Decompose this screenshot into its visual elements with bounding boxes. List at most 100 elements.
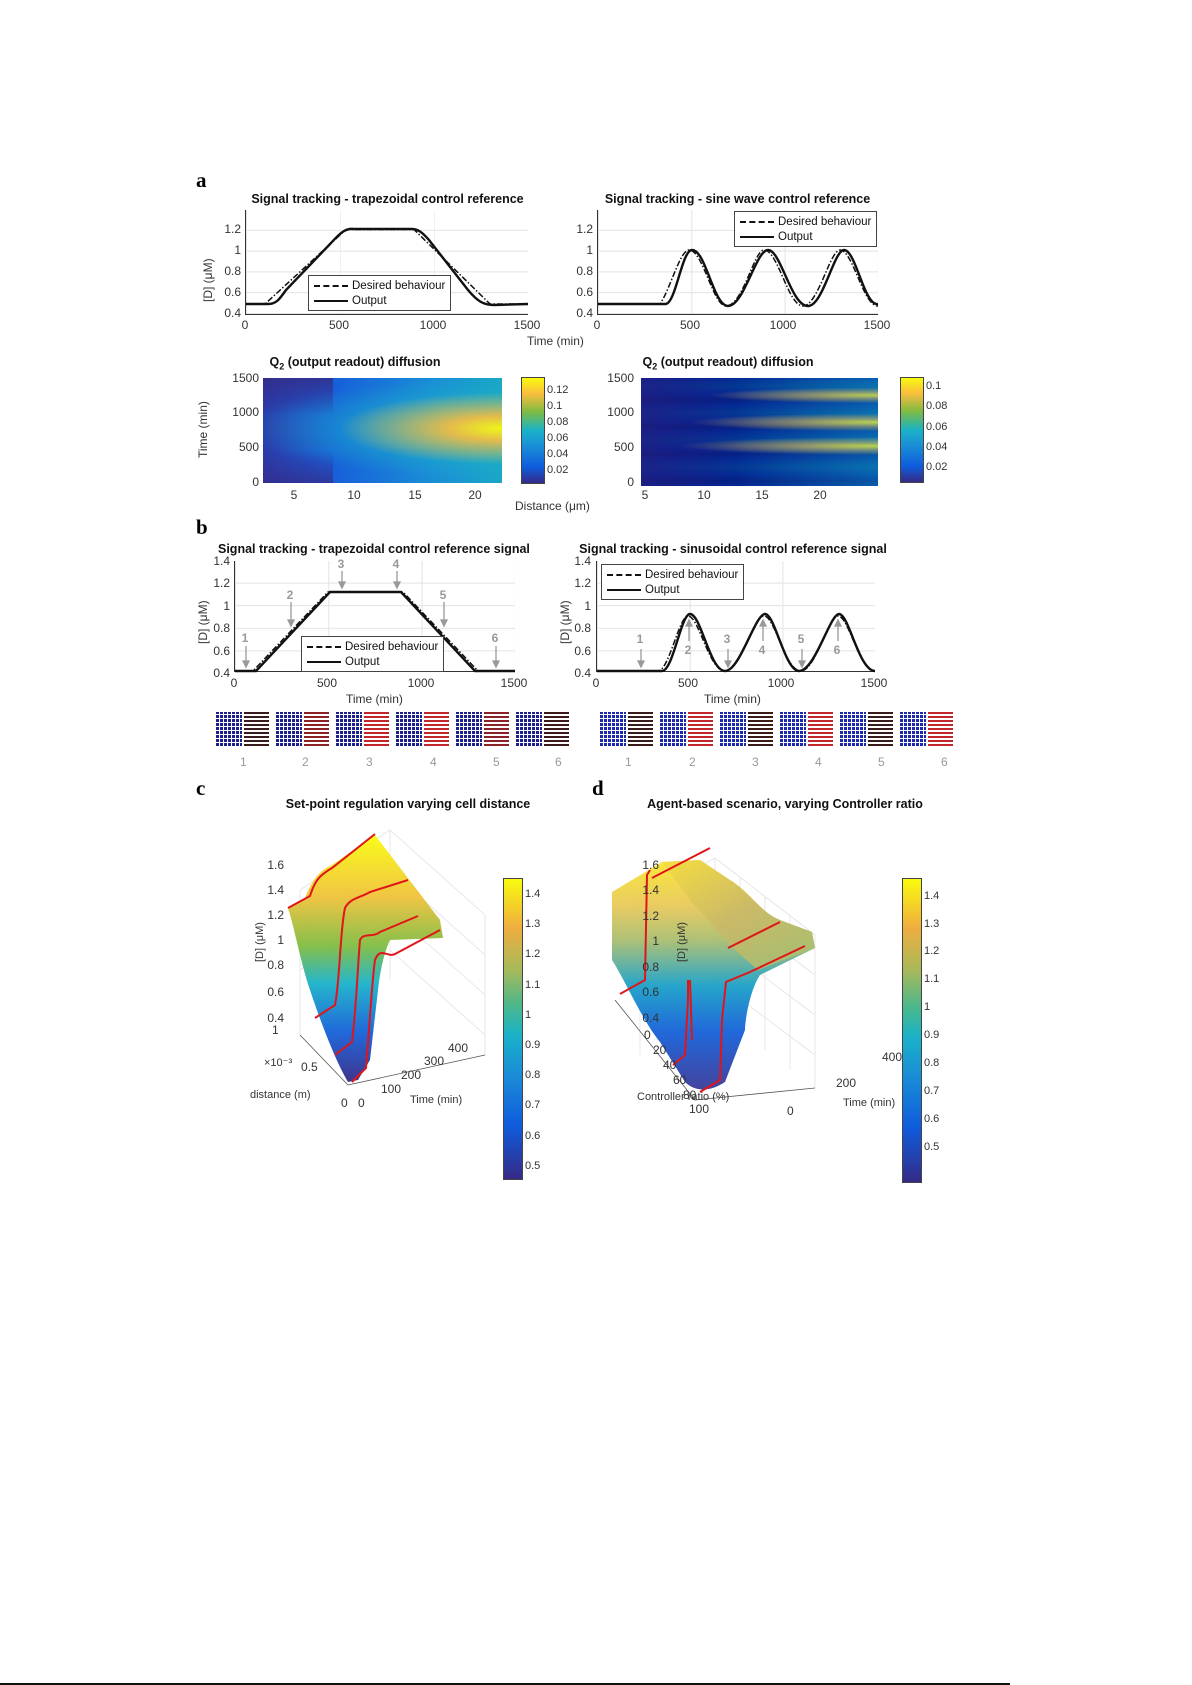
x-tick: 1500 <box>860 676 888 690</box>
y-tick: 0.4 <box>574 666 591 680</box>
x-tick: 0 <box>593 318 601 332</box>
controller-cells <box>216 712 242 746</box>
legend: Desired behaviour Output <box>734 211 878 247</box>
y-tick: 0.8 <box>213 621 230 635</box>
plot-area: Desired behaviour Output <box>234 561 515 673</box>
y-tick: 1 <box>272 1023 279 1037</box>
surface-3d <box>287 829 486 1086</box>
x-axis-label: Time (min) <box>346 692 403 706</box>
z-tick: 0.8 <box>267 958 284 972</box>
legend-label: Desired behaviour <box>778 215 872 228</box>
chart-title: Signal tracking - trapezoidal control re… <box>218 542 530 556</box>
x-tick: 500 <box>679 318 701 332</box>
plot-area: Desired behaviour Output <box>596 561 876 673</box>
y-tick: 0.6 <box>224 285 241 299</box>
time-marker: 5 <box>797 632 805 646</box>
y-tick: 1.2 <box>574 576 591 590</box>
controller-cells <box>900 712 926 746</box>
time-marker: 1 <box>241 631 249 645</box>
y-tick: 40 <box>663 1058 677 1072</box>
colorbar <box>521 377 545 484</box>
z-tick: 1.2 <box>267 908 284 922</box>
axis-exponent: ×10⁻³ <box>264 1057 293 1069</box>
x-tick: 5 <box>290 488 298 502</box>
time-marker: 1 <box>636 632 644 646</box>
colorbar-tick: 1.4 <box>924 890 940 902</box>
target-cells <box>303 712 329 746</box>
x-axis-label: Distance (μm) <box>515 499 590 513</box>
x-tick: 0 <box>230 676 238 690</box>
colorbar-tick: 0.6 <box>924 1113 940 1125</box>
page-bottom-rule <box>0 1683 1010 1685</box>
snapshot-6 <box>516 712 571 748</box>
snapshot-4 <box>780 712 835 748</box>
heatmap-shading <box>263 378 333 483</box>
y-tick: 1.2 <box>576 222 593 236</box>
z-tick: 1 <box>652 934 659 948</box>
controller-cells <box>600 712 626 746</box>
panel-letter-d: d <box>592 776 604 800</box>
solid-line-icon <box>607 588 641 591</box>
dash-dot-line-icon <box>314 284 348 287</box>
colorbar-tick: 0.04 <box>547 448 569 460</box>
legend: Desired behaviour Output <box>308 275 452 311</box>
x-axis-label: Time (min) <box>410 1094 463 1106</box>
colorbar-tick: 1 <box>924 1001 931 1013</box>
solid-line-icon <box>314 299 348 302</box>
y-tick: 0 <box>627 475 634 489</box>
colorbar-tick: 0.02 <box>547 464 569 476</box>
chart-title: Set-point regulation varying cell distan… <box>285 797 531 811</box>
dash-dot-line-icon <box>740 220 774 223</box>
z-tick: 1 <box>277 933 284 947</box>
z-tick: 0.6 <box>267 985 284 999</box>
y-tick: 20 <box>653 1043 667 1057</box>
y-tick: 0.4 <box>213 666 230 680</box>
legend-label: Desired behaviour <box>645 568 739 581</box>
z-tick: 1.2 <box>642 909 659 923</box>
y-tick: 0 <box>644 1028 651 1042</box>
colorbar-tick: 0.06 <box>547 432 569 444</box>
z-tick: 0.4 <box>267 1011 284 1025</box>
y-tick: 1.4 <box>574 554 591 568</box>
snapshot-label: 1 <box>240 755 247 769</box>
x-tick: 20 <box>813 488 827 502</box>
colorbar-tick: 0.1 <box>547 400 563 412</box>
y-tick: 80 <box>683 1088 697 1102</box>
x-tick: 1000 <box>769 318 797 332</box>
target-cells <box>867 712 893 746</box>
x-tick: 300 <box>424 1054 445 1068</box>
controller-cells <box>840 712 866 746</box>
colorbar-tick: 0.9 <box>924 1029 940 1041</box>
colorbar-tick: 0.1 <box>926 380 942 392</box>
y-tick: 0.6 <box>576 285 593 299</box>
x-tick: 1500 <box>513 318 541 332</box>
y-axis-label: Time (min) <box>196 401 210 458</box>
legend-label: Output <box>778 230 813 243</box>
colorbar-tick: 0.8 <box>525 1069 541 1081</box>
snapshot-label: 2 <box>302 755 309 769</box>
colorbar-tick: 0.7 <box>525 1099 541 1111</box>
x-tick: 15 <box>755 488 769 502</box>
y-tick: 100 <box>689 1102 710 1116</box>
target-cells <box>483 712 509 746</box>
chart-title: Agent-based scenario, varying Controller… <box>647 797 923 811</box>
colorbar-tick: 0.6 <box>525 1130 541 1142</box>
y-tick: 0.8 <box>224 264 241 278</box>
line-series <box>597 612 876 673</box>
chart-title: Signal tracking - sinusoidal control ref… <box>579 542 887 556</box>
colorbar-tick: 0.9 <box>525 1039 541 1051</box>
line-series <box>598 248 879 308</box>
z-tick: 1.6 <box>642 858 659 872</box>
snapshot-label: 6 <box>941 755 948 769</box>
legend-label: Output <box>645 583 680 596</box>
snapshot-2 <box>276 712 331 748</box>
snapshot-3 <box>720 712 775 748</box>
y-tick: 500 <box>613 440 634 454</box>
x-axis-label: Time (min) <box>843 1097 896 1109</box>
snapshot-3 <box>336 712 391 748</box>
x-tick: 15 <box>408 488 422 502</box>
z-axis-label: [D] (μM) <box>254 922 266 962</box>
target-cells <box>627 712 653 746</box>
z-tick: 0.6 <box>642 985 659 999</box>
controller-cells <box>660 712 686 746</box>
